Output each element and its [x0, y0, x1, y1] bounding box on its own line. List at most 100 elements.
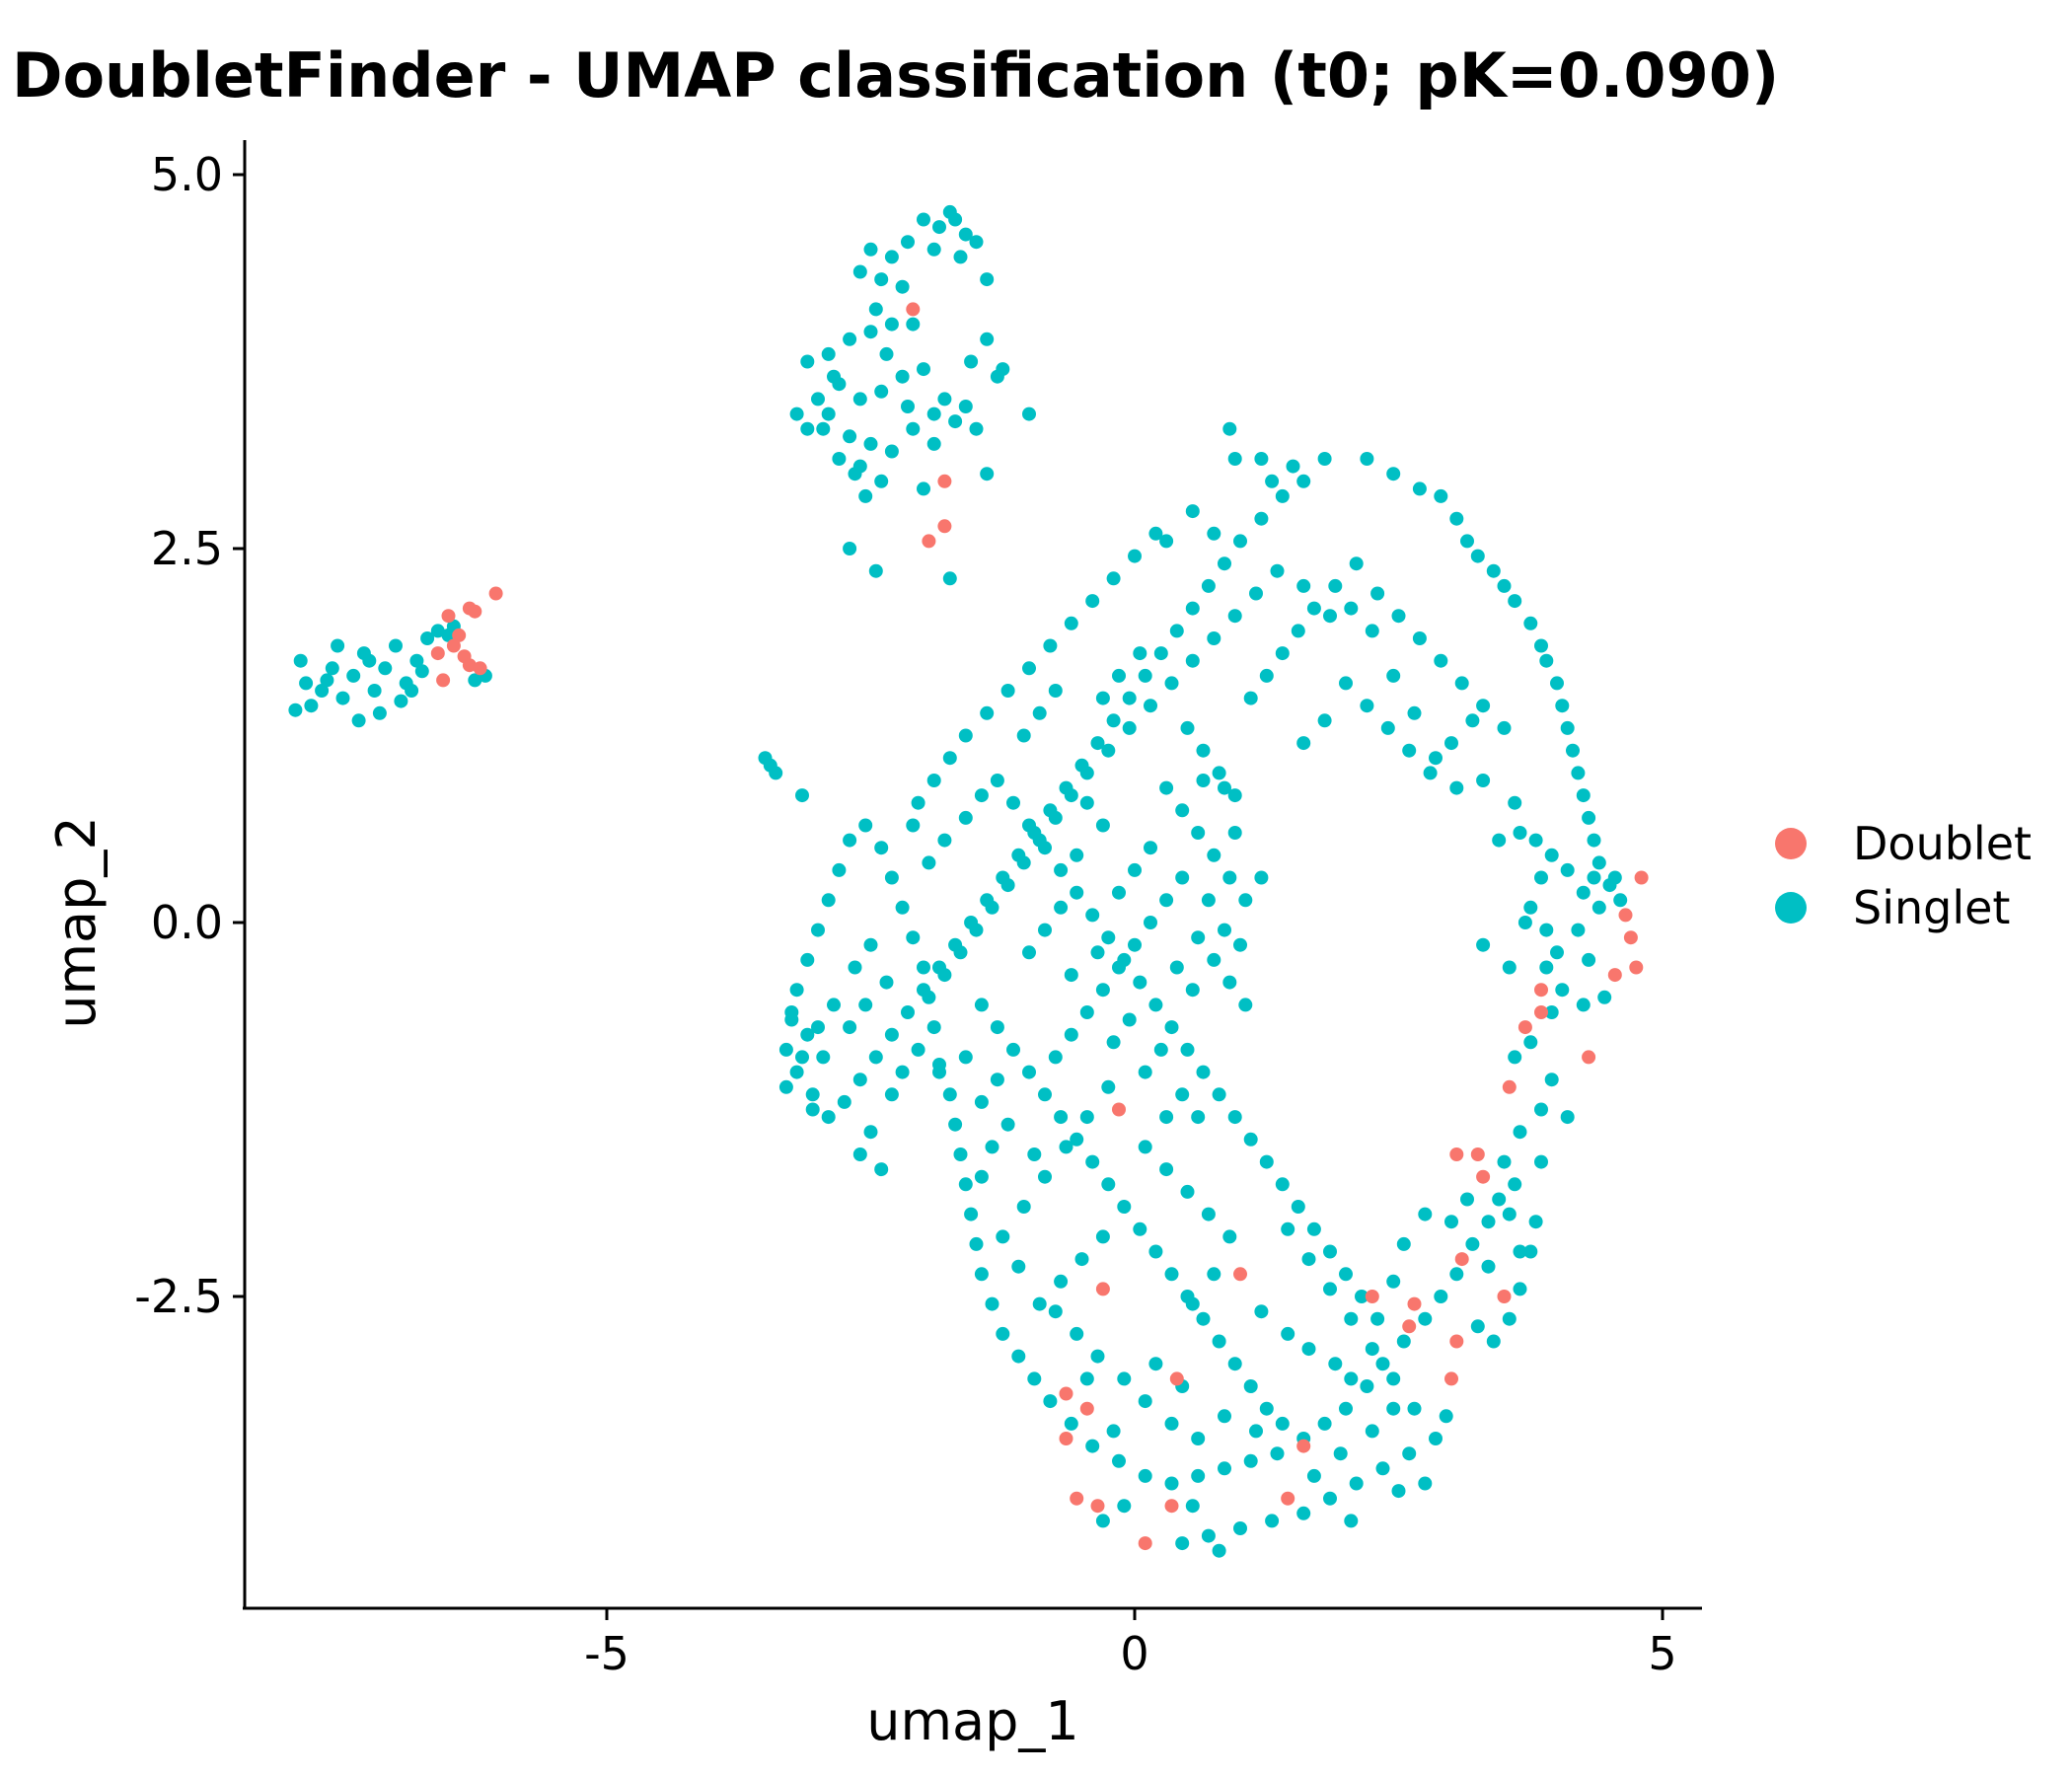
- point-singlet: [1591, 900, 1606, 915]
- point-singlet: [1306, 1468, 1321, 1483]
- point-singlet: [1101, 1079, 1116, 1094]
- point-singlet: [1064, 616, 1078, 630]
- point-doublet: [1618, 908, 1633, 923]
- point-singlet: [958, 728, 973, 743]
- point-singlet: [858, 998, 873, 1012]
- point-doublet: [1517, 1020, 1532, 1035]
- point-singlet: [1349, 1476, 1364, 1491]
- point-singlet: [1153, 646, 1168, 661]
- point-singlet: [1344, 1514, 1359, 1528]
- point-singlet: [1434, 488, 1448, 503]
- y-axis-ticks: -2.5 0.0 2.5 5.0: [134, 148, 245, 1323]
- point-doublet: [1059, 1386, 1073, 1401]
- point-singlet: [1317, 452, 1332, 466]
- point-singlet: [811, 392, 825, 407]
- point-singlet: [1365, 624, 1379, 638]
- point-singlet: [1492, 1192, 1507, 1207]
- point-singlet: [1212, 1087, 1226, 1102]
- point-singlet: [1175, 803, 1190, 818]
- point-singlet: [821, 346, 836, 361]
- point-singlet: [389, 638, 403, 653]
- point-singlet: [1380, 720, 1395, 735]
- y-tick-label: 0.0: [151, 896, 223, 949]
- point-singlet: [1576, 885, 1591, 900]
- point-doublet: [937, 519, 952, 534]
- point-singlet: [1317, 1416, 1332, 1431]
- point-singlet: [953, 1147, 968, 1161]
- point-doublet: [1112, 1102, 1126, 1117]
- point-singlet: [953, 250, 968, 264]
- point-doublet: [1476, 1169, 1491, 1184]
- x-axis-title: umap_1: [866, 1690, 1079, 1752]
- point-singlet: [926, 407, 941, 421]
- point-singlet: [1370, 1311, 1385, 1326]
- point-singlet: [1006, 795, 1020, 810]
- point-singlet: [811, 923, 825, 937]
- point-singlet: [827, 998, 841, 1012]
- point-singlet: [1117, 1499, 1132, 1514]
- point-singlet: [1243, 1132, 1258, 1147]
- x-tick-label: 5: [1648, 1627, 1676, 1680]
- point-doublet: [922, 534, 936, 549]
- point-singlet: [1222, 1229, 1237, 1244]
- point-singlet: [1513, 1244, 1527, 1259]
- point-singlet: [1079, 1371, 1094, 1386]
- point-singlet: [1523, 1035, 1538, 1050]
- point-singlet: [1043, 638, 1058, 653]
- point-singlet: [1328, 1357, 1343, 1371]
- point-singlet: [1497, 578, 1512, 593]
- point-singlet: [1470, 1319, 1485, 1334]
- point-singlet: [969, 1236, 984, 1251]
- point-singlet: [1571, 923, 1586, 937]
- point-singlet: [1196, 743, 1211, 758]
- point-singlet: [852, 264, 867, 279]
- point-singlet: [863, 242, 878, 257]
- point-singlet: [895, 279, 910, 294]
- point-singlet: [1070, 885, 1084, 900]
- point-singlet: [948, 212, 963, 227]
- point-singlet: [1306, 1221, 1321, 1236]
- point-singlet: [1560, 720, 1575, 735]
- point-singlet: [1434, 1290, 1448, 1303]
- point-singlet: [906, 930, 921, 945]
- point-singlet: [1275, 1177, 1290, 1192]
- point-singlet: [1212, 1334, 1226, 1349]
- point-singlet: [1317, 713, 1332, 728]
- point-singlet: [795, 1050, 809, 1065]
- point-singlet: [1502, 960, 1517, 975]
- point-singlet: [942, 1087, 957, 1102]
- point-singlet: [299, 676, 314, 691]
- point-singlet: [1375, 1357, 1390, 1371]
- point-singlet: [1449, 780, 1464, 795]
- point-singlet: [980, 272, 995, 287]
- point-singlet: [800, 354, 815, 369]
- point-singlet: [1497, 1154, 1512, 1169]
- point-singlet: [1148, 526, 1163, 541]
- point-singlet: [1133, 646, 1147, 661]
- point-singlet: [414, 664, 429, 679]
- point-singlet: [1101, 743, 1116, 758]
- point-singlet: [1128, 549, 1142, 563]
- point-singlet: [1233, 534, 1247, 549]
- point-doublet: [1059, 1432, 1073, 1445]
- point-singlet: [769, 766, 783, 780]
- point-doublet: [1169, 1371, 1184, 1386]
- point-singlet: [942, 571, 957, 586]
- point-singlet: [948, 414, 963, 429]
- point-singlet: [1454, 676, 1469, 691]
- point-singlet: [1159, 780, 1174, 795]
- point-singlet: [1418, 1311, 1433, 1326]
- point-singlet: [974, 998, 989, 1012]
- point-singlet: [1582, 952, 1596, 967]
- point-singlet: [843, 332, 857, 346]
- point-singlet: [1323, 609, 1337, 624]
- point-singlet: [320, 673, 334, 688]
- point-singlet: [1185, 601, 1200, 616]
- point-singlet: [1517, 916, 1532, 929]
- point-singlet: [1070, 1132, 1084, 1147]
- point-singlet: [1270, 1446, 1285, 1461]
- point-singlet: [784, 1005, 799, 1019]
- point-singlet: [1449, 511, 1464, 526]
- point-singlet: [1607, 870, 1622, 885]
- point-singlet: [1355, 1290, 1369, 1303]
